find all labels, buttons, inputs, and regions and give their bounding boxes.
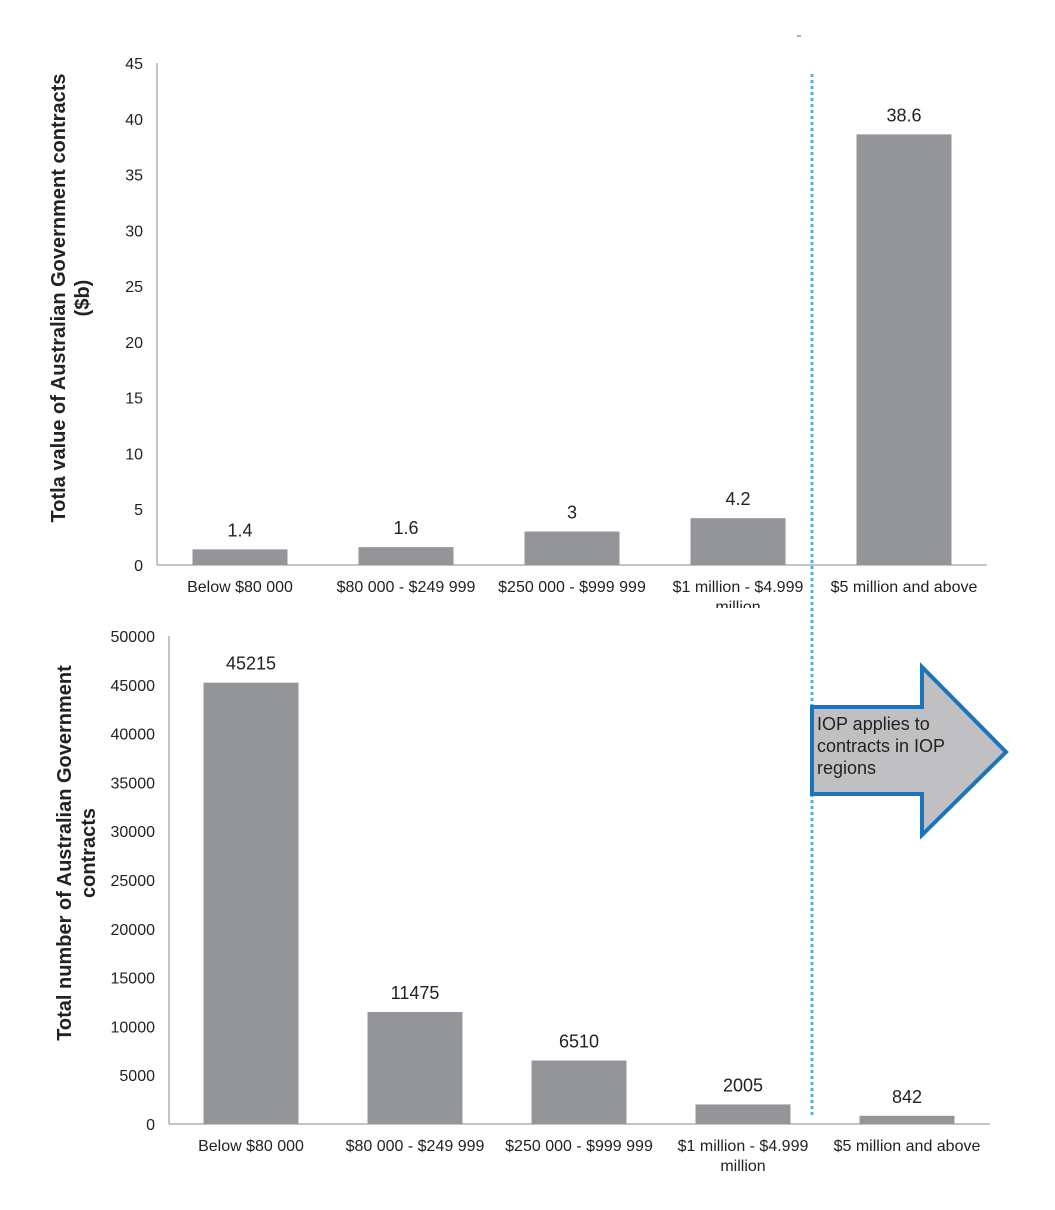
y-axis-label-line: ($b) [72,280,94,317]
y-axis-label: Total number of Australian Government con… [54,665,100,1041]
data-label: 6510 [559,1031,599,1051]
y-tick-label: 10000 [111,1019,156,1036]
x-tick-label: Below $80 000 [198,1138,304,1155]
bar [690,518,786,565]
y-tick-label: 20000 [111,922,156,939]
arrow-text: regions [817,758,876,778]
data-label: 45215 [226,654,276,674]
y-axis-label: Totla value of Australian Government con… [48,74,94,523]
y-tick-label: 25000 [111,873,156,890]
y-tick-label: 20 [125,335,143,352]
bar [192,549,288,565]
y-tick-label: 35000 [111,775,156,792]
label-clip-mask [660,608,820,634]
data-label: 3 [567,503,577,523]
x-tick-label: million [720,1158,765,1175]
arrow-shape [810,662,1009,840]
data-label: 38.6 [886,105,921,125]
y-tick-label: 10 [125,446,143,463]
y-tick-label: 25 [125,279,143,296]
data-label: 842 [892,1087,922,1107]
bar [859,1115,955,1124]
x-tick-label: $1 million - $4.999 [678,1138,809,1155]
x-tick-label: $1 million - $4.999 [673,579,804,596]
chart-2: 0 5000 10000 15000 20000 25000 30000 35000 40000… [54,629,990,1175]
x-tick-label: $250 000 - $999 999 [498,579,646,596]
y-axis-label-line: contracts [78,808,100,898]
y-axis-label-line: Total number of Australian Government [54,665,76,1041]
x-tick-label: Below $80 000 [187,579,293,596]
y-tick-label: 40 [125,112,143,129]
x-tick-label: $5 million and above [831,579,978,596]
y-tick-label: 45 [125,56,143,73]
arrow-text: contracts in IOP [817,736,945,756]
data-label: 4.2 [725,489,750,509]
bar [358,547,454,565]
y-tick-label: 40000 [111,727,156,744]
data-label: 1.6 [393,518,418,538]
bar [524,531,620,565]
y-tick-label: 30 [125,223,143,240]
y-axis-label-line: Totla value of Australian Government con… [48,74,70,523]
x-tick-label: $5 million and above [834,1138,981,1155]
x-tick-label: $80 000 - $249 999 [337,579,476,596]
y-tick-label: 45000 [111,678,156,695]
y-tick-label: 50000 [111,629,156,646]
y-tick-label: 5000 [119,1068,155,1085]
data-label: 11475 [391,983,440,1003]
bar [695,1104,791,1124]
y-tick-label: 0 [134,558,143,575]
data-label: 1.4 [227,520,252,540]
y-tick-label: 30000 [111,824,156,841]
x-tick-label: $250 000 - $999 999 [505,1138,653,1155]
data-label: 2005 [723,1075,763,1095]
y-tick-label: 35 [125,168,143,185]
bar [531,1060,627,1124]
chart-1: 0 5 10 15 20 25 30 35 40 45 Totla value of Austral… [48,56,987,616]
y-tick-label: 15000 [111,971,156,988]
y-tick-label: 5 [134,502,143,519]
x-tick-label: $80 000 - $249 999 [346,1138,485,1155]
bar [856,134,952,565]
arrow-text: IOP applies to [817,714,930,734]
y-tick-label: 0 [146,1117,155,1134]
bar [367,1012,463,1124]
y-tick-label: 15 [125,391,143,408]
bar [203,682,299,1124]
